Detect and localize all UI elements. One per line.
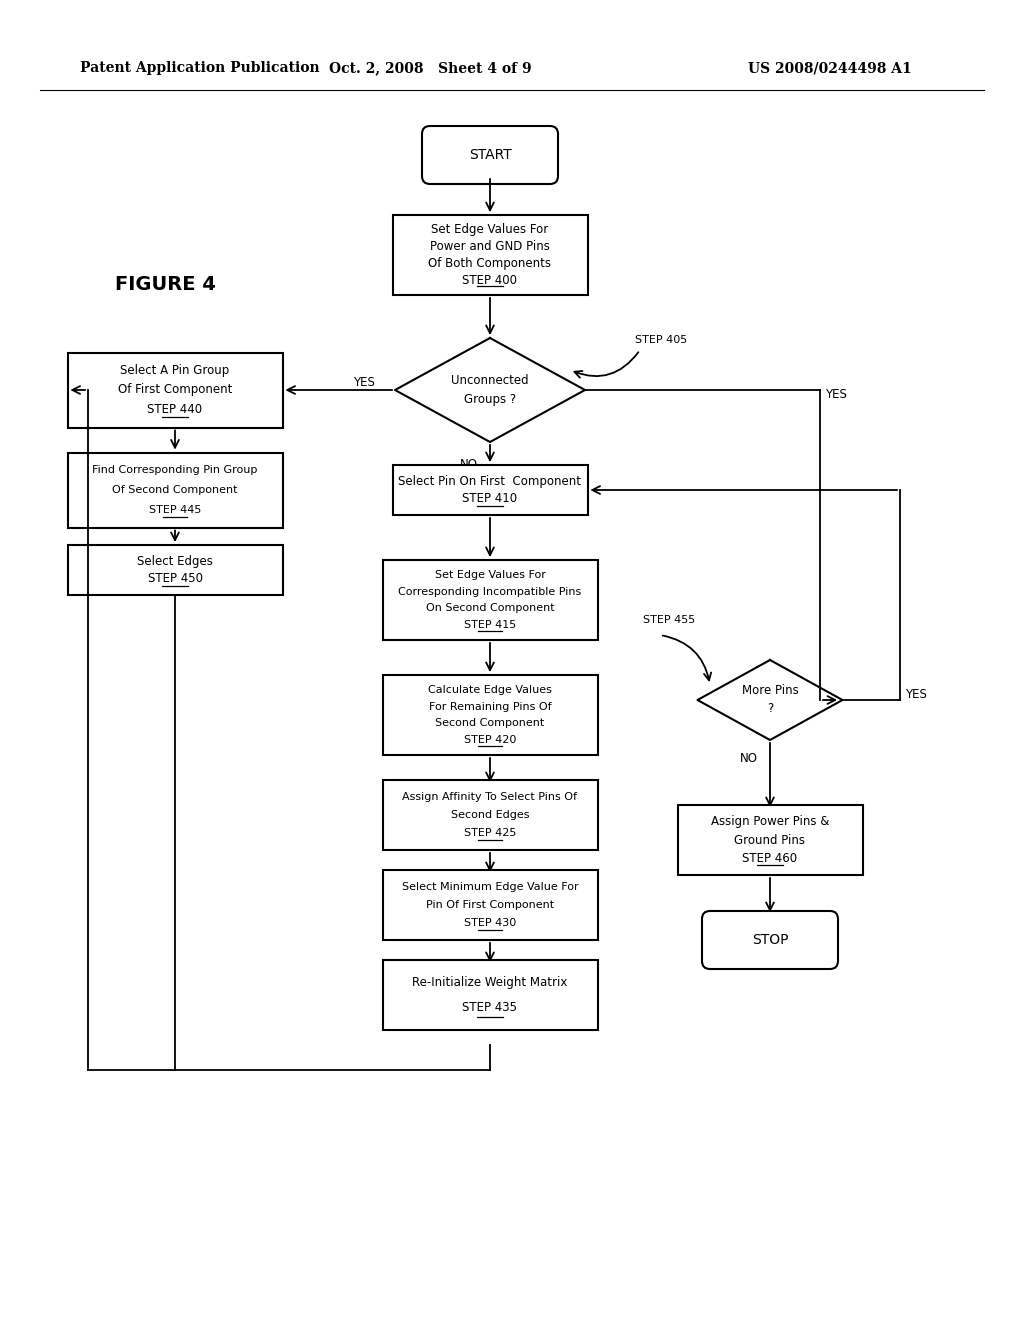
Text: Corresponding Incompatible Pins: Corresponding Incompatible Pins [398,586,582,597]
Text: On Second Component: On Second Component [426,603,554,614]
Text: Unconnected: Unconnected [452,375,528,388]
Text: Ground Pins: Ground Pins [734,833,806,846]
Text: STEP 420: STEP 420 [464,735,516,744]
Text: Of First Component: Of First Component [118,384,232,396]
FancyBboxPatch shape [702,911,838,969]
Text: STEP 460: STEP 460 [742,851,798,865]
Text: STEP 415: STEP 415 [464,620,516,630]
Text: STOP: STOP [752,933,788,946]
Text: Groups ?: Groups ? [464,392,516,405]
Text: NO: NO [460,458,478,471]
Text: Set Edge Values For: Set Edge Values For [431,223,549,236]
Text: YES: YES [353,375,375,388]
Text: NO: NO [740,752,758,766]
Bar [383,780,597,850]
Text: START: START [469,148,511,162]
FancyBboxPatch shape [422,125,558,183]
Text: Select Edges: Select Edges [137,554,213,568]
Bar [68,453,283,528]
Text: STEP 410: STEP 410 [463,492,517,506]
Polygon shape [697,660,843,741]
Bar [383,560,597,640]
Text: Select Pin On First  Component: Select Pin On First Component [398,475,582,487]
Text: Assign Power Pins &: Assign Power Pins & [711,814,829,828]
Bar [383,870,597,940]
Bar [68,352,283,428]
Text: Select A Pin Group: Select A Pin Group [121,364,229,376]
Text: Set Edge Values For: Set Edge Values For [434,570,546,579]
Text: Select Minimum Edge Value For: Select Minimum Edge Value For [401,882,579,891]
Text: Power and GND Pins: Power and GND Pins [430,240,550,253]
Text: Calculate Edge Values: Calculate Edge Values [428,685,552,696]
Text: Second Edges: Second Edges [451,810,529,820]
Bar [392,465,588,515]
Text: STEP 440: STEP 440 [147,403,203,416]
Bar [392,215,588,294]
Polygon shape [395,338,585,442]
Text: Pin Of First Component: Pin Of First Component [426,900,554,909]
Text: Patent Application Publication: Patent Application Publication [80,61,319,75]
Text: Re-Initialize Weight Matrix: Re-Initialize Weight Matrix [413,975,567,989]
Text: YES: YES [825,388,847,401]
Text: Of Second Component: Of Second Component [113,484,238,495]
Text: STEP 425: STEP 425 [464,829,516,838]
Text: ?: ? [767,702,773,715]
Text: STEP 450: STEP 450 [147,573,203,586]
Text: FIGURE 4: FIGURE 4 [115,276,215,294]
Text: Find Corresponding Pin Group: Find Corresponding Pin Group [92,465,258,475]
Text: Oct. 2, 2008   Sheet 4 of 9: Oct. 2, 2008 Sheet 4 of 9 [329,61,531,75]
Bar [678,805,862,875]
Text: STEP 405: STEP 405 [635,335,687,345]
Text: STEP 435: STEP 435 [463,1001,517,1014]
Text: STEP 455: STEP 455 [643,615,695,624]
Text: Of Both Components: Of Both Components [428,257,552,269]
Text: Second Component: Second Component [435,718,545,729]
Text: More Pins: More Pins [741,685,799,697]
Text: STEP 430: STEP 430 [464,919,516,928]
Text: YES: YES [905,689,927,701]
Text: Assign Affinity To Select Pins Of: Assign Affinity To Select Pins Of [402,792,578,801]
Bar [383,960,597,1030]
Bar [68,545,283,595]
Text: STEP 445: STEP 445 [148,504,201,515]
Bar [383,675,597,755]
Text: For Remaining Pins Of: For Remaining Pins Of [429,702,551,711]
Text: STEP 400: STEP 400 [463,273,517,286]
Text: US 2008/0244498 A1: US 2008/0244498 A1 [749,61,912,75]
